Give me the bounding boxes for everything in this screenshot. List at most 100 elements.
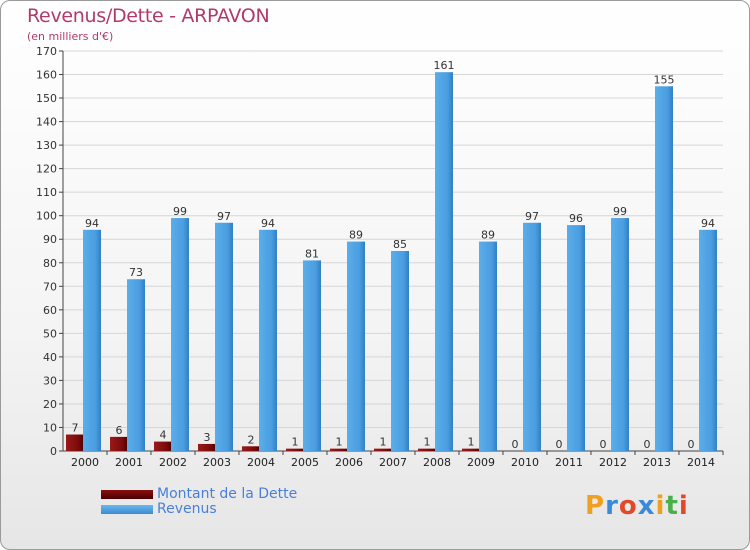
data-label-dette-2005: 1 (292, 436, 299, 449)
bar-revenus-2009 (479, 241, 497, 451)
data-label-revenus-2002: 99 (173, 205, 187, 218)
y-tick-label: 160 (36, 69, 57, 82)
y-tick-label: 30 (43, 374, 57, 387)
y-tick-label: 170 (36, 45, 57, 58)
bar-revenus-2002 (171, 218, 189, 451)
y-tick-label: 0 (50, 445, 57, 458)
x-tick-label: 2014 (687, 456, 715, 469)
x-tick-label: 2011 (555, 456, 583, 469)
proxiti-logo: Proxiti (585, 491, 689, 521)
data-label-revenus-2008: 161 (434, 59, 455, 72)
legend-label-revenus: Revenus (157, 501, 217, 517)
bar-dette-2008 (418, 448, 436, 451)
x-tick-label: 2001 (115, 456, 143, 469)
x-tick-label: 2009 (467, 456, 495, 469)
bar-dette-2000 (66, 434, 84, 451)
legend-swatch-dette (101, 490, 153, 499)
logo-letter: o (618, 491, 638, 521)
x-tick-label: 2013 (643, 456, 671, 469)
bar-dette-2006 (330, 448, 348, 451)
data-label-revenus-2013: 155 (654, 73, 675, 86)
y-tick-label: 10 (43, 421, 57, 434)
bar-revenus-2003 (215, 222, 233, 451)
legend-swatch-revenus (101, 505, 153, 514)
data-label-dette-2001: 6 (116, 424, 123, 437)
data-label-revenus-2005: 81 (305, 247, 319, 260)
data-label-revenus-2014: 94 (701, 217, 715, 230)
y-tick-label: 20 (43, 398, 57, 411)
y-tick-label: 110 (36, 186, 57, 199)
bar-revenus-2013 (655, 86, 673, 451)
y-tick-label: 120 (36, 163, 57, 176)
x-tick-label: 2005 (291, 456, 319, 469)
x-tick-label: 2008 (423, 456, 451, 469)
data-label-dette-2013: 0 (644, 438, 651, 451)
bar-dette-2003 (198, 443, 216, 451)
bar-dette-2001 (110, 436, 128, 451)
data-label-dette-2002: 4 (160, 429, 167, 442)
bar-dette-2009 (462, 448, 480, 451)
data-label-dette-2010: 0 (512, 438, 519, 451)
y-tick-label: 80 (43, 257, 57, 270)
bar-revenus-2007 (391, 251, 409, 451)
y-tick-label: 140 (36, 116, 57, 129)
bar-revenus-2006 (347, 241, 365, 451)
y-tick-label: 90 (43, 233, 57, 246)
bar-revenus-2008 (435, 72, 453, 452)
y-tick-label: 50 (43, 327, 57, 340)
bar-dette-2005 (286, 448, 304, 451)
y-tick-label: 60 (43, 304, 57, 317)
x-tick-label: 2003 (203, 456, 231, 469)
data-label-dette-2003: 3 (204, 431, 211, 444)
data-label-dette-2014: 0 (688, 438, 695, 451)
data-label-revenus-2000: 94 (85, 217, 99, 230)
y-tick-label: 70 (43, 280, 57, 293)
data-label-revenus-2004: 94 (261, 217, 275, 230)
data-label-dette-2000: 7 (72, 422, 79, 435)
data-label-dette-2009: 1 (468, 436, 475, 449)
data-label-revenus-2011: 96 (569, 212, 583, 225)
x-tick-label: 2004 (247, 456, 275, 469)
bar-revenus-2010 (523, 222, 541, 451)
x-tick-label: 2002 (159, 456, 187, 469)
legend-label-dette: Montant de la Dette (157, 486, 298, 502)
logo-letter: t (665, 491, 679, 521)
x-tick-label: 2006 (335, 456, 363, 469)
y-tick-label: 40 (43, 351, 57, 364)
data-label-revenus-2001: 73 (129, 266, 143, 279)
x-tick-label: 2012 (599, 456, 627, 469)
bar-revenus-2004 (259, 229, 277, 451)
x-tick-label: 2000 (71, 456, 99, 469)
data-label-revenus-2012: 99 (613, 205, 627, 218)
x-tick-label: 2010 (511, 456, 539, 469)
chart-title: Revenus/Dette - ARPAVON (27, 5, 270, 27)
logo-letter: i (678, 491, 689, 521)
data-label-dette-2008: 1 (424, 436, 431, 449)
data-label-revenus-2007: 85 (393, 238, 407, 251)
data-label-dette-2012: 0 (600, 438, 607, 451)
data-label-revenus-2006: 89 (349, 229, 363, 242)
data-label-revenus-2010: 97 (525, 210, 539, 223)
data-label-dette-2011: 0 (556, 438, 563, 451)
bar-dette-2004 (242, 446, 260, 451)
data-label-dette-2004: 2 (248, 433, 255, 446)
x-tick-label: 2007 (379, 456, 407, 469)
bar-revenus-2014 (699, 229, 717, 451)
bar-revenus-2000 (83, 229, 101, 451)
bar-revenus-2011 (567, 225, 585, 451)
bar-revenus-2005 (303, 260, 321, 451)
logo-letter: r (605, 491, 619, 521)
data-label-dette-2006: 1 (336, 436, 343, 449)
logo-letter: i (655, 491, 666, 521)
logo-letter: P (585, 491, 606, 521)
bar-revenus-2001 (127, 279, 145, 451)
data-label-revenus-2003: 97 (217, 210, 231, 223)
data-label-revenus-2009: 89 (481, 229, 495, 242)
bar-dette-2007 (374, 448, 392, 451)
bar-revenus-2012 (611, 218, 629, 451)
chart-subtitle: (en milliers d'€) (27, 30, 114, 43)
y-tick-label: 150 (36, 92, 57, 105)
data-label-dette-2007: 1 (380, 436, 387, 449)
